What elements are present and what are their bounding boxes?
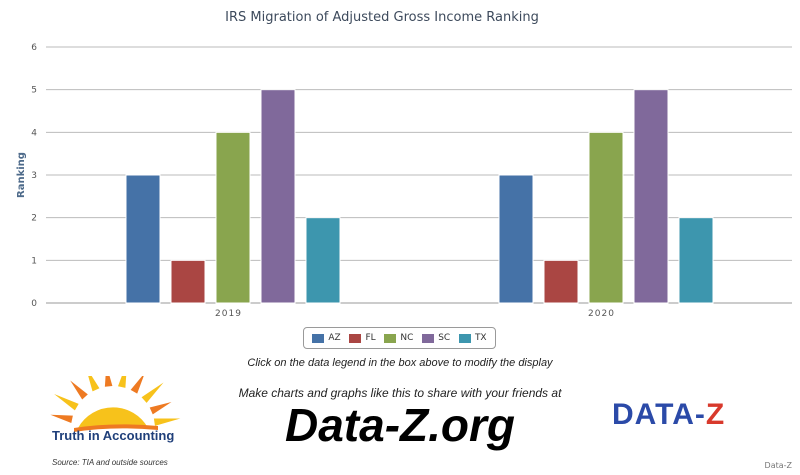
y-tick-label: 5: [31, 86, 37, 96]
bar-nc-2020[interactable]: [588, 131, 624, 304]
legend-item-tx[interactable]: TX: [458, 333, 487, 343]
x-tick-layer: 2019 2020: [215, 309, 615, 319]
legend-label: FL: [365, 333, 376, 343]
chart: IRS Migration of Adjusted Gross Income R…: [16, 10, 792, 319]
y-tick-label: 1: [31, 256, 37, 266]
legend: AZ FL NC SC TX: [303, 327, 496, 349]
legend-label: SC: [438, 333, 451, 343]
legend-swatch: [422, 333, 435, 343]
bar-sc-2019[interactable]: [260, 89, 296, 304]
bar-fl-2020[interactable]: [543, 259, 579, 304]
legend-swatch: [384, 333, 397, 343]
tia-logo-text: Truth in Accounting: [52, 428, 175, 443]
x-tick-label: 2019: [215, 309, 242, 319]
sun-ray: [54, 394, 79, 411]
y-tick-label: 6: [31, 43, 37, 53]
bar-tx-2019[interactable]: [305, 217, 341, 304]
legend-swatch: [312, 333, 325, 343]
bar-sc-2020[interactable]: [633, 89, 669, 304]
chart-title: IRS Migration of Adjusted Gross Income R…: [225, 10, 539, 25]
promo-text: Make charts and graphs like this to shar…: [238, 386, 562, 400]
legend-label: AZ: [328, 333, 341, 343]
bar-tx-2020[interactable]: [678, 217, 714, 304]
y-axis-label: Ranking: [16, 152, 27, 198]
y-tick-label: 0: [31, 299, 37, 309]
bar-az-2019[interactable]: [125, 174, 161, 304]
y-tick-label: 2: [31, 214, 37, 224]
sun-ray: [141, 382, 164, 403]
y-tick-label: 3: [31, 171, 37, 181]
legend-item-sc[interactable]: SC: [422, 333, 450, 343]
legend-hint-text: Click on the data legend in the box abov…: [247, 357, 553, 369]
legend-swatch: [349, 333, 362, 343]
sun-logo-icon: [50, 376, 181, 432]
legend-item-fl[interactable]: FL: [349, 333, 376, 343]
bar-az-2020[interactable]: [498, 174, 534, 304]
data-z-logo-part2: Z: [705, 398, 726, 431]
legend-label: TX: [474, 333, 487, 343]
sun-ray: [70, 380, 88, 400]
legend-item-nc[interactable]: NC: [384, 333, 413, 343]
sun-ray: [104, 376, 113, 387]
site-link[interactable]: Data-Z.org: [285, 399, 515, 451]
source-text: Source: TIA and outside sources: [52, 458, 168, 467]
sun-ray: [149, 401, 172, 415]
bar-fl-2019[interactable]: [170, 259, 206, 304]
sun-ray: [153, 418, 181, 426]
data-z-logo: DATA-Z: [612, 398, 725, 432]
sun-ray: [88, 376, 100, 392]
sun-ray: [118, 376, 127, 388]
legend-item-az[interactable]: AZ: [312, 333, 341, 343]
bar-nc-2019[interactable]: [215, 131, 251, 304]
legend-swatch: [458, 333, 471, 343]
sun-ray: [50, 414, 73, 423]
y-tick-label: 4: [31, 128, 37, 138]
bar-layer: [125, 89, 714, 304]
x-tick-label: 2020: [588, 309, 615, 319]
data-z-logo-part1: DATA-: [612, 398, 706, 431]
legend-label: NC: [400, 333, 414, 343]
watermark: Data-Z: [764, 461, 792, 470]
sun-ray: [130, 376, 144, 394]
